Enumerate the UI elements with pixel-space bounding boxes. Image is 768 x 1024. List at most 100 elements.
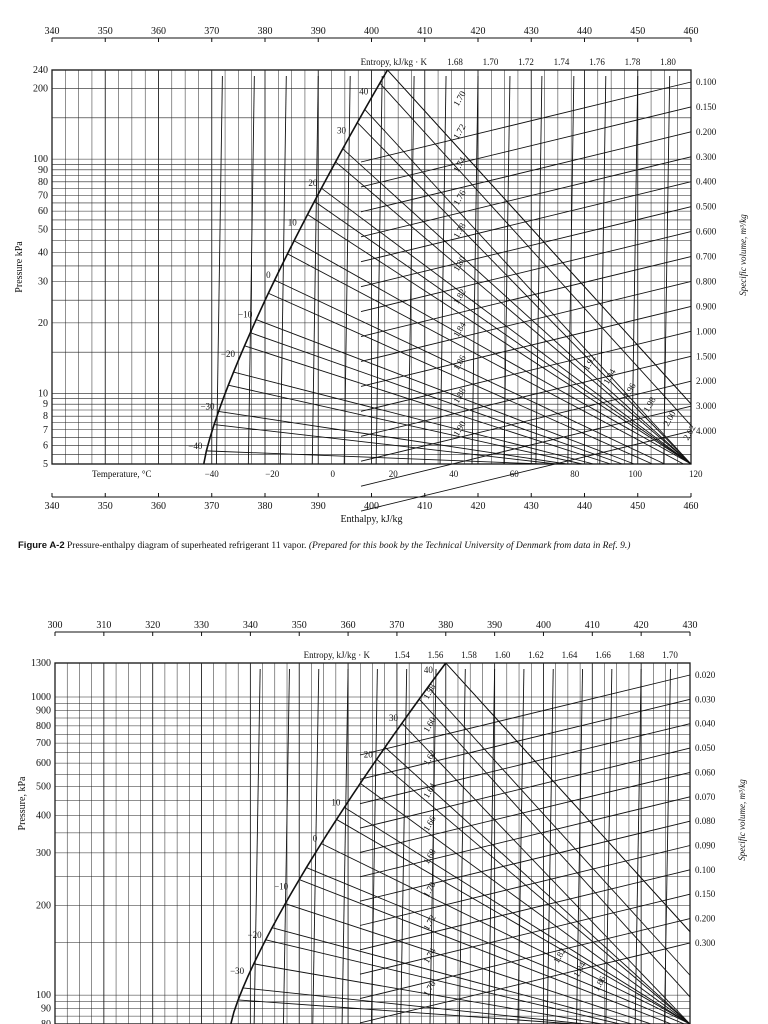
entropy-tick-label: 1.76 bbox=[589, 57, 605, 67]
isotherm-line bbox=[429, 668, 437, 1024]
entropy-line bbox=[376, 758, 691, 1024]
specific-volume-label: 0.150 bbox=[695, 889, 716, 899]
entropy-line bbox=[274, 279, 665, 465]
entropy-line bbox=[250, 332, 623, 465]
specific-volume-label: 0.050 bbox=[695, 743, 716, 753]
specific-volume-label: 0.500 bbox=[696, 202, 717, 212]
isotherm-line bbox=[279, 75, 287, 465]
top-enthalpy-axis-tick-label: 340 bbox=[243, 620, 258, 631]
saturation-temp-label: 30 bbox=[337, 126, 347, 136]
pressure-tick-label: 40 bbox=[38, 247, 48, 258]
pressure-tick-label: 900 bbox=[36, 706, 51, 717]
entropy-tick-label: 1.70 bbox=[662, 650, 678, 660]
top-enthalpy-axis-tick-label: 310 bbox=[96, 620, 111, 631]
top-enthalpy-axis-tick-label: 350 bbox=[98, 26, 113, 37]
top-enthalpy-axis-tick-label: 420 bbox=[471, 26, 486, 37]
chart-panel-2: 300 310 320 330 340 350 360 370 380 390 400 410 420 4… bbox=[17, 620, 747, 1024]
pressure-tick-label: 200 bbox=[36, 900, 51, 911]
saturation-temp-label: 40 bbox=[424, 665, 434, 675]
bottom-enthalpy-axis-tick-label: 350 bbox=[98, 501, 113, 512]
entropy-inline-label: 1.78 bbox=[451, 221, 468, 240]
entropy-tick-label: 1.58 bbox=[461, 650, 477, 660]
pressure-tick-label: 8 bbox=[43, 411, 48, 422]
top-enthalpy-axis-tick-label: 350 bbox=[292, 620, 307, 631]
saturation-temp-label: −20 bbox=[221, 349, 236, 359]
top-enthalpy-axis-tick-label: 410 bbox=[585, 620, 600, 631]
specific-volume-line bbox=[360, 206, 692, 288]
isotherm-line bbox=[576, 668, 583, 1024]
temperature-tick-label: −40 bbox=[205, 469, 220, 479]
temperature-tick-label: 100 bbox=[629, 469, 643, 479]
top-enthalpy-axis-tick-label: 460 bbox=[684, 26, 699, 37]
entropy-line bbox=[445, 662, 691, 932]
entropy-line bbox=[307, 214, 692, 465]
saturation-line bbox=[202, 69, 389, 465]
top-enthalpy-axis-tick-label: 440 bbox=[577, 26, 592, 37]
pressure-tick-label: 1300 bbox=[31, 658, 51, 669]
specific-volume-line bbox=[360, 405, 692, 487]
top-enthalpy-axis-tick-label: 380 bbox=[258, 26, 273, 37]
top-enthalpy-axis-tick-label: 430 bbox=[524, 26, 539, 37]
saturation-line bbox=[230, 662, 447, 1024]
isotherm-line bbox=[311, 75, 319, 465]
entropy-tick-label: 1.80 bbox=[660, 57, 676, 67]
isotherm-line bbox=[634, 668, 642, 1024]
entropy-inline-label: 1.82 bbox=[451, 287, 468, 306]
top-enthalpy-axis-tick-label: 300 bbox=[48, 620, 63, 631]
entropy-line bbox=[357, 122, 692, 465]
pressure-tick-label: 240 bbox=[33, 65, 48, 76]
specific-volume-label: 0.300 bbox=[696, 152, 717, 162]
specific-volume-label: 1.000 bbox=[696, 326, 717, 336]
specific-volume-line bbox=[359, 845, 691, 926]
entropy-axis-label: Entropy, kJ/kg · K bbox=[304, 650, 371, 660]
y-axis-label: Pressure, kPa bbox=[17, 776, 28, 830]
pressure-tick-label: 700 bbox=[36, 738, 51, 749]
pressure-tick-label: 100 bbox=[36, 990, 51, 1001]
caption-source: (Prepared for this book by the Technical… bbox=[308, 541, 631, 551]
top-enthalpy-axis-tick-label: 390 bbox=[311, 26, 326, 37]
temperature-tick-label: 60 bbox=[510, 469, 520, 479]
saturation-temp-label: 10 bbox=[331, 797, 341, 807]
top-enthalpy-axis-tick-label: 420 bbox=[634, 620, 649, 631]
entropy-line bbox=[364, 109, 692, 465]
entropy-line bbox=[242, 987, 585, 1024]
top-enthalpy-axis-tick-label: 380 bbox=[438, 620, 453, 631]
specific-volume-label: 3.000 bbox=[696, 401, 717, 411]
specific-volume-line bbox=[359, 820, 691, 902]
saturation-temp-label: 0 bbox=[313, 834, 318, 844]
top-enthalpy-axis-tick-label: 360 bbox=[341, 620, 356, 631]
entropy-inline-label: 1.80 bbox=[451, 254, 468, 273]
specific-volume-label: 0.200 bbox=[695, 914, 716, 924]
pressure-tick-label: 80 bbox=[41, 1019, 51, 1024]
saturation-temp-label: −10 bbox=[274, 882, 289, 892]
entropy-line bbox=[214, 424, 557, 465]
top-enthalpy-axis-tick-label: 390 bbox=[487, 620, 502, 631]
isotherm-line bbox=[341, 668, 349, 1024]
temperature-tick-label: 80 bbox=[570, 469, 580, 479]
entropy-axis-label: Entropy, kJ/kg · K bbox=[361, 57, 428, 67]
entropy-tick-label: 1.68 bbox=[447, 57, 463, 67]
isotherm-line bbox=[375, 75, 383, 465]
specific-volume-line bbox=[359, 796, 691, 878]
isotherm-line bbox=[567, 75, 575, 465]
pressure-tick-label: 300 bbox=[36, 848, 51, 859]
entropy-inline-label: 1.90 bbox=[451, 419, 468, 438]
specific-volume-line bbox=[359, 771, 691, 853]
isotherm-line bbox=[605, 668, 613, 1024]
specific-volume-line bbox=[360, 131, 692, 213]
pressure-tick-label: 60 bbox=[38, 206, 48, 217]
entropy-line bbox=[401, 722, 691, 1024]
bottom-enthalpy-axis-tick-label: 440 bbox=[577, 501, 592, 512]
pressure-tick-label: 9 bbox=[43, 399, 48, 410]
isotherm-line bbox=[503, 75, 511, 465]
specific-volume-label: 0.200 bbox=[696, 127, 717, 137]
specific-volume-label: 0.030 bbox=[695, 694, 716, 704]
isotherm-line bbox=[370, 668, 378, 1024]
y2-axis-label: Specific volume, m³/kg bbox=[737, 779, 747, 861]
specific-volume-line bbox=[360, 330, 692, 412]
entropy-line bbox=[344, 807, 691, 1024]
entropy-tick-label: 1.78 bbox=[625, 57, 641, 67]
bottom-enthalpy-axis-tick-label: 380 bbox=[258, 501, 273, 512]
specific-volume-line bbox=[360, 430, 692, 512]
entropy-inline-label: 2.00 bbox=[661, 409, 678, 428]
